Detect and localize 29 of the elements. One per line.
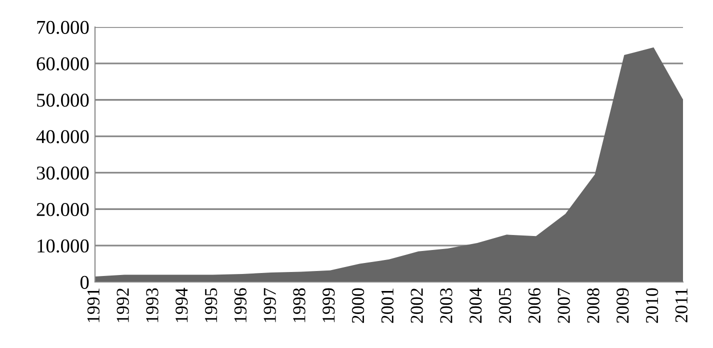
x-tick-label: 1993 [146, 288, 158, 322]
x-tick-label: 1992 [116, 288, 129, 322]
x-tick-label: 2005 [498, 288, 512, 323]
x-tick-label: 2011 [675, 288, 688, 322]
y-tick-label: 30.000 [36, 166, 89, 180]
y-tick-label: 20.000 [36, 202, 89, 216]
x-tick-label: 2003 [440, 288, 452, 323]
x-tick-label: 2007 [558, 288, 570, 323]
x-tick-label: 2010 [646, 288, 658, 323]
x-tick-label: 2009 [616, 288, 629, 323]
y-tick-label: 60.000 [36, 57, 89, 70]
x-tick-label: 1996 [234, 288, 247, 322]
x-tick-label: 2006 [528, 288, 541, 323]
x-tick-label: 2004 [470, 288, 482, 323]
x-tick-label: 2002 [410, 288, 423, 323]
x-tick-label: 1994 [176, 288, 188, 322]
x-tick-label: 1998 [293, 288, 306, 322]
y-tick-label: 40.000 [36, 130, 89, 144]
x-tick-label: 2001 [381, 288, 394, 323]
x-tick-label: 1999 [322, 288, 335, 322]
x-tick-label: 1991 [87, 288, 100, 322]
y-tick-label: 0 [80, 276, 89, 289]
x-tick-label: 2008 [587, 288, 600, 323]
y-tick-label: 70.000 [37, 20, 89, 34]
x-tick-label: 1997 [264, 288, 276, 322]
y-tick-label: 10.000 [38, 239, 89, 253]
x-tick-label: 1995 [204, 288, 218, 322]
x-tick-label: 2000 [352, 288, 364, 323]
y-tick-label: 50.000 [37, 94, 89, 107]
